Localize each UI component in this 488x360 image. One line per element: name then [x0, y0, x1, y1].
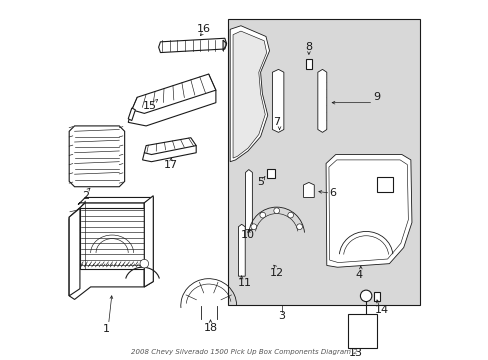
Polygon shape	[128, 108, 135, 121]
Text: 13: 13	[347, 348, 362, 358]
Text: 18: 18	[203, 323, 217, 333]
Bar	[305, 59, 311, 69]
Text: 16: 16	[196, 24, 210, 34]
Circle shape	[250, 224, 256, 230]
Text: 15: 15	[142, 101, 156, 111]
Bar	[347, 314, 376, 348]
Text: 5: 5	[257, 177, 264, 188]
Polygon shape	[69, 203, 144, 300]
Text: 1: 1	[103, 324, 110, 334]
Polygon shape	[69, 208, 80, 296]
Polygon shape	[303, 183, 314, 198]
Text: 11: 11	[237, 278, 251, 288]
Text: 10: 10	[241, 230, 255, 240]
Polygon shape	[238, 224, 244, 276]
Polygon shape	[80, 208, 144, 269]
Polygon shape	[272, 69, 283, 132]
Circle shape	[273, 208, 279, 213]
Text: 4: 4	[355, 270, 362, 280]
Bar	[267, 169, 275, 178]
Polygon shape	[80, 282, 144, 285]
Polygon shape	[325, 154, 411, 267]
Polygon shape	[328, 160, 407, 262]
Polygon shape	[144, 138, 196, 154]
Text: 2008 Chevy Silverado 1500 Pick Up Box Components Diagram 2: 2008 Chevy Silverado 1500 Pick Up Box Co…	[131, 349, 357, 355]
Polygon shape	[128, 86, 215, 126]
Text: 2: 2	[81, 191, 89, 201]
Text: 6: 6	[329, 188, 336, 198]
Text: 14: 14	[374, 305, 388, 315]
Text: 3: 3	[278, 311, 285, 320]
Bar	[376, 177, 392, 192]
Bar	[228, 19, 419, 305]
Polygon shape	[158, 38, 226, 53]
Polygon shape	[223, 40, 225, 51]
Polygon shape	[78, 198, 153, 204]
Polygon shape	[69, 126, 124, 187]
Polygon shape	[132, 74, 215, 113]
Text: 12: 12	[269, 267, 283, 278]
Polygon shape	[144, 198, 153, 287]
Polygon shape	[230, 26, 269, 162]
Text: 8: 8	[305, 42, 312, 52]
Circle shape	[287, 212, 293, 218]
Circle shape	[259, 212, 265, 218]
Circle shape	[296, 224, 302, 230]
Circle shape	[140, 259, 148, 268]
Text: 9: 9	[372, 92, 380, 102]
Polygon shape	[245, 170, 252, 230]
Text: 17: 17	[164, 160, 178, 170]
Text: 7: 7	[273, 117, 280, 127]
Polygon shape	[233, 31, 266, 158]
Polygon shape	[69, 208, 80, 296]
Polygon shape	[144, 196, 153, 287]
Polygon shape	[142, 144, 196, 162]
Bar	[373, 292, 380, 301]
Circle shape	[360, 290, 371, 302]
Polygon shape	[317, 69, 326, 132]
